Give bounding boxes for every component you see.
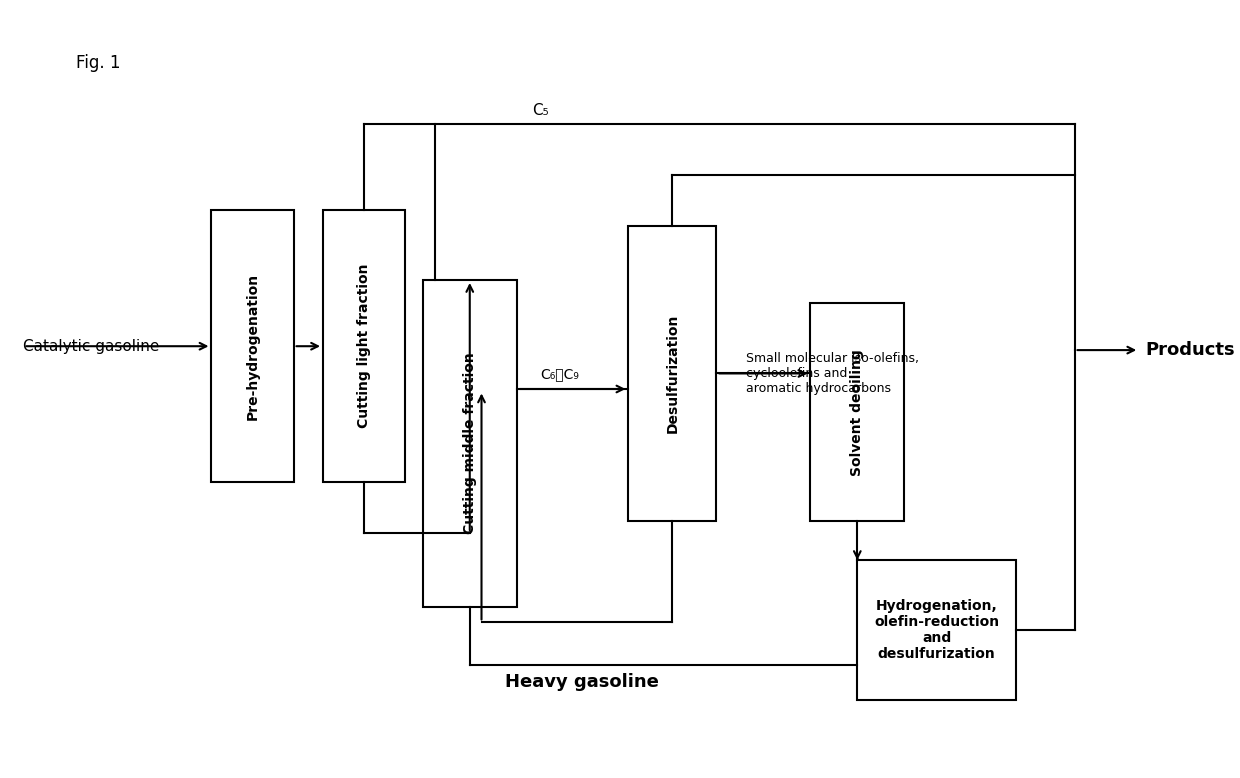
Bar <box>810 303 904 521</box>
Text: Desulfurization: Desulfurization <box>666 314 680 433</box>
Text: Heavy gasoline: Heavy gasoline <box>505 673 658 691</box>
Text: Cutting light fraction: Cutting light fraction <box>357 264 371 429</box>
Text: Fig. 1: Fig. 1 <box>77 54 120 72</box>
Text: Hydrogenation,
olefin-reduction
and
desulfurization: Hydrogenation, olefin-reduction and desu… <box>874 599 999 661</box>
Text: Catalytic gasoline: Catalytic gasoline <box>24 338 160 354</box>
Bar <box>322 210 405 482</box>
Bar <box>629 226 717 521</box>
Text: C₆～C₉: C₆～C₉ <box>541 367 579 381</box>
Text: Products: Products <box>1145 341 1235 359</box>
Bar <box>857 560 1016 700</box>
Bar <box>211 210 294 482</box>
Bar <box>423 280 517 607</box>
Text: Small molecular iso-olefins,
cycloolefins and
aromatic hydrocarbons: Small molecular iso-olefins, cycloolefin… <box>745 352 919 395</box>
Text: Solvent deoiling: Solvent deoiling <box>851 349 864 475</box>
Text: C₅: C₅ <box>532 103 548 118</box>
Text: Pre-hydrogenation: Pre-hydrogenation <box>246 272 259 420</box>
Text: Cutting middle fraction: Cutting middle fraction <box>463 352 476 534</box>
